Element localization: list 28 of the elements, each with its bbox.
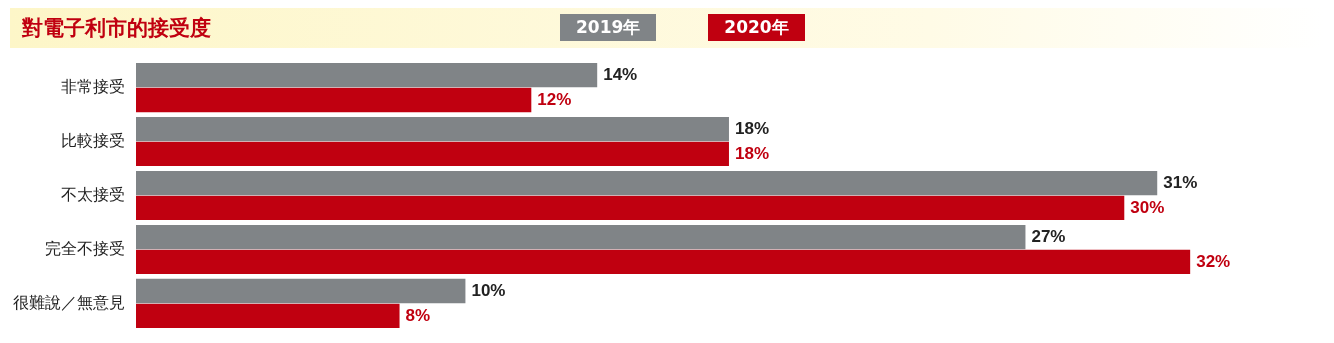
- bar: [136, 224, 1026, 250]
- data-label: 18%: [734, 118, 769, 138]
- y-tick-label: 非常接受: [61, 76, 125, 96]
- text: 2020年: [708, 14, 805, 41]
- data-label: 30%: [1130, 197, 1165, 217]
- y-tick-label: 完全不接受: [45, 238, 125, 258]
- bar: [136, 195, 1125, 221]
- bar: [136, 87, 532, 113]
- series-label: 2019年: [560, 14, 657, 41]
- data-label: 8%: [405, 305, 431, 325]
- data-label: 12%: [537, 89, 572, 109]
- y-tick-label: 不太接受: [61, 184, 125, 204]
- bar: [136, 141, 729, 167]
- data-label: 31%: [1163, 172, 1198, 192]
- y-tick-label: 比較接受: [61, 130, 125, 150]
- bar: [136, 170, 1158, 196]
- bar: [136, 278, 466, 304]
- data-label: 27%: [1031, 226, 1066, 246]
- bar: [136, 116, 729, 142]
- data-label: 32%: [1196, 251, 1231, 271]
- data-label: 10%: [471, 280, 506, 300]
- y-tick-label: 很難說／無意見: [13, 292, 125, 312]
- data-label: 14%: [603, 64, 638, 84]
- bar: [136, 303, 400, 328]
- chart-title: 對電子利市的接受度: [22, 15, 211, 42]
- bar: [136, 249, 1191, 275]
- bar: [136, 63, 598, 88]
- data-label: 18%: [734, 143, 769, 163]
